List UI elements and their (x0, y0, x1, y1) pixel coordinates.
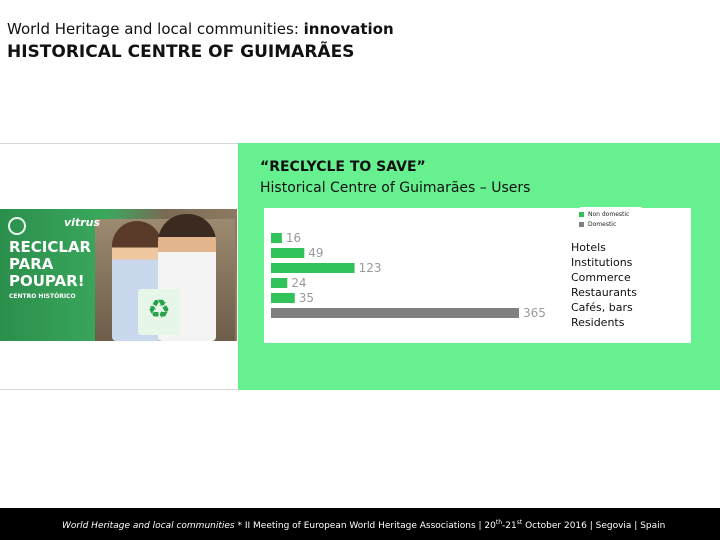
slide-subtitle: Historical Centre of Guimarães – Users (260, 180, 531, 196)
promo-subheadline: CENTRO HISTÓRICO (9, 293, 76, 300)
data-label: 49 (308, 246, 323, 260)
legend-label-non-domestic: Non domestic (588, 211, 630, 218)
category-label: Residents (571, 316, 625, 329)
data-label: 123 (359, 261, 382, 275)
bar-institutions (271, 248, 305, 258)
bar-commerce (271, 263, 355, 273)
data-label: 16 (286, 231, 301, 245)
category-label: Commerce (571, 271, 631, 284)
category-label: Cafés, bars (571, 301, 633, 314)
promo-headline: RECICLAR PARA POUPAR! (9, 238, 92, 290)
legend-label-domestic: Domestic (588, 221, 617, 228)
chart-legend: Non domestic Domestic (579, 207, 642, 231)
recycle-icon: ♻ (147, 295, 171, 325)
left-frame (0, 143, 238, 390)
page-title: HISTORICAL CENTRE OF GUIMARÃES (7, 42, 355, 62)
legend-swatch-non-domestic (579, 212, 584, 217)
data-label: 35 (299, 291, 314, 305)
category-label: Hotels (571, 241, 606, 254)
footer-text: World Heritage and local communities * I… (62, 519, 665, 531)
footer-bar (0, 508, 720, 540)
bar-residents (271, 308, 519, 318)
promo-recycling-bag (138, 289, 180, 335)
bar-hotels (271, 233, 282, 243)
header-subtitle: World Heritage and local communities: in… (7, 20, 394, 38)
footer-mid: -21 (502, 521, 517, 531)
header-subtitle-prefix: World Heritage and local communities: (7, 20, 304, 38)
header-subtitle-bold: innovation (303, 20, 394, 38)
bar-restaurants (271, 278, 288, 288)
footer-rest-post: October 2016 | Segovia | Spain (522, 521, 666, 531)
promo-brand: vitrus (64, 216, 101, 229)
category-labels: Hotels Institutions Commerce Restaurants… (571, 240, 637, 330)
data-label: 365 (523, 306, 546, 320)
promo-image: ♻ vitrus RECICLAR PARA POUPAR! CENTRO HI… (0, 209, 237, 341)
footer-italic: World Heritage and local communities (62, 521, 235, 531)
data-label: 24 (291, 276, 306, 290)
category-label: Restaurants (571, 286, 637, 299)
bar-caf-s-bars (271, 293, 295, 303)
category-label: Institutions (571, 256, 633, 269)
footer-sup-st: st (516, 519, 523, 526)
footer-sup-th: th (495, 519, 503, 526)
legend-swatch-domestic (579, 222, 584, 227)
municipality-logo-icon (8, 217, 26, 235)
slide-title-block: “RECLYCLE TO SAVE” Historical Centre of … (260, 157, 530, 199)
footer-rest-pre: * II Meeting of European World Heritage … (234, 521, 496, 531)
slide-title: “RECLYCLE TO SAVE” (260, 159, 426, 175)
